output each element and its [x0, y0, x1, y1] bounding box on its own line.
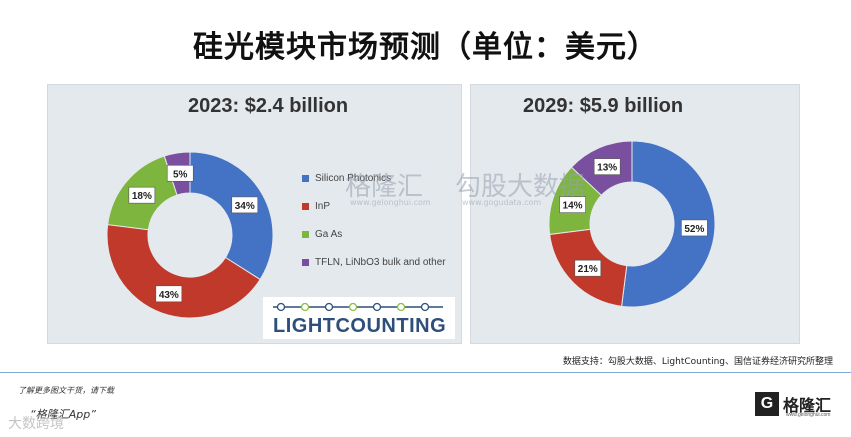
promo-text: 了解更多图文干货，请下载 [18, 386, 114, 395]
svg-text:5%: 5% [173, 169, 188, 180]
data-label-2029-silicon-photonics: 52% [681, 219, 708, 237]
legend-label: TFLN, LiNbO3 bulk and other [315, 256, 446, 268]
brand-g-icon: G [755, 392, 779, 416]
brand-name: 格隆汇 [783, 396, 832, 415]
legend-item-inp: InP [302, 199, 446, 213]
svg-text:13%: 13% [597, 163, 617, 174]
promo-app-name: “格隆汇App” [30, 408, 96, 421]
legend-label: InP [315, 200, 331, 212]
data-label-2029-inp: 21% [574, 259, 602, 277]
page-title: 硅光模块市场预测（单位：美元） [193, 30, 658, 65]
brand-url: www.gelonghui.com [786, 412, 831, 418]
logo-dots-icon [273, 302, 443, 312]
data-label-2029-tfln: 13% [593, 158, 621, 175]
svg-text:18%: 18% [132, 191, 152, 202]
svg-text:14%: 14% [563, 201, 583, 212]
legend-item-gaas: Ga As [302, 227, 446, 241]
watermark-gogudata-url: www.gogudata.com [462, 198, 542, 207]
brand-logo: G 格隆汇 [755, 392, 831, 416]
data-label-2023-inp: 43% [155, 285, 183, 303]
svg-text:43%: 43% [159, 290, 179, 301]
divider [0, 372, 851, 373]
donut-slice-2029-silicon-photonics [621, 140, 716, 308]
legend-label: Ga As [315, 228, 343, 240]
chart-title-2023: 2023: $2.4 billion [188, 95, 349, 117]
corner-watermark: 大数跨境 [8, 416, 64, 432]
data-label-2023-silicon-photonics: 34% [231, 196, 259, 214]
logo-text: LIGHTCOUNTING [273, 315, 447, 337]
legend-item-tfln: TFLN, LiNbO3 bulk and other [302, 255, 446, 269]
legend-swatch [302, 174, 309, 182]
watermark-gogudata: 勾股大数据 [455, 172, 586, 202]
legend-swatch [302, 202, 309, 210]
donut-slice-2023-silicon-photonics [189, 151, 274, 281]
chart-panel-2029: 2029: $5.9 billion [470, 84, 800, 344]
watermark-gelonghui-url: www.gelonghui.com [350, 198, 431, 207]
data-label-2023-gaas: 18% [128, 186, 156, 204]
watermark-gelonghui: 格隆汇 [345, 172, 424, 202]
svg-text:52%: 52% [684, 224, 704, 235]
legend-label: Silicon Photonics [315, 172, 392, 184]
data-source-note: 数据支持：勾股大数据、LightCounting、国信证券经济研究所整理 [562, 357, 833, 367]
donut-slice-2023-inp [106, 224, 261, 319]
data-label-2023-tfln: 5% [166, 164, 194, 182]
legend-item-silicon-photonics: Silicon Photonics [302, 171, 446, 185]
lightcounting-logo: LIGHTCOUNTING [263, 297, 455, 339]
svg-text:21%: 21% [578, 264, 598, 275]
chart-legend: Silicon Photonics InP Ga As TFLN, LiNbO3… [302, 171, 446, 283]
svg-text:34%: 34% [235, 201, 255, 212]
legend-swatch [302, 258, 309, 266]
legend-swatch [302, 230, 309, 238]
chart-title-2029: 2029: $5.9 billion [523, 95, 684, 117]
data-label-2029-gaas: 14% [559, 196, 586, 213]
